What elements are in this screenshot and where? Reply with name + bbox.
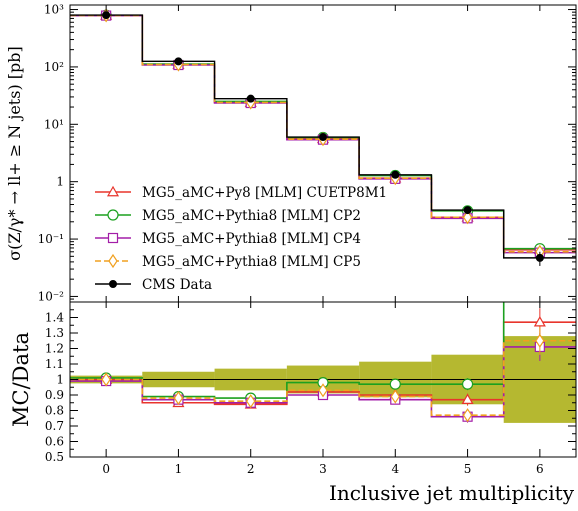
legend-marker xyxy=(108,253,118,269)
ratio-point xyxy=(389,378,401,390)
y-tick-label: 10⁻¹ xyxy=(38,232,64,246)
data-point xyxy=(535,253,544,262)
ratio-line xyxy=(70,339,576,416)
ratio-y-tick-label: 0.7 xyxy=(45,419,64,433)
legend-label: MG5_aMC+Pythia8 [MLM] CP5 xyxy=(142,254,361,270)
series-line xyxy=(70,14,576,253)
ratio-y-tick-label: 1.4 xyxy=(45,311,64,325)
x-tick-label: 1 xyxy=(175,462,183,476)
ratio-point xyxy=(461,393,474,404)
ratio-y-tick-label: 1.1 xyxy=(45,357,64,371)
y-tick-label: 10¹ xyxy=(44,117,64,131)
cross-section-panel: 10⁻² 10⁻¹ 1 10¹ 10² 10³ σ(Z/γ* → ll+ ≥ N jets)… xyxy=(5,3,577,303)
ratio-panel: 0.50.60.70.80.911.11.21.31.40 1 2 3 4 5 6MC/Da… xyxy=(9,282,577,505)
legend-item: MG5_aMC+Py8 [MLM] CUETP8M1 xyxy=(95,185,387,201)
data-point xyxy=(391,170,400,179)
legend-item: MG5_aMC+Pythia8 [MLM] CP2 xyxy=(95,208,361,224)
data-point xyxy=(462,210,473,225)
y-tick-label: 10³ xyxy=(44,3,64,17)
ratio-y-tick-label: 0.5 xyxy=(45,450,64,464)
legend-marker xyxy=(106,185,120,197)
ratio-point xyxy=(173,391,184,406)
x-axis-label: Inclusive jet multiplicity xyxy=(329,481,575,505)
ratio-point xyxy=(245,394,256,409)
legend-item: CMS Data xyxy=(95,277,212,293)
ratio-point xyxy=(535,333,545,348)
ratio-series-3 xyxy=(70,326,576,423)
ratio-y-axis-label: MC/Data xyxy=(9,332,33,427)
x-tick-label: 6 xyxy=(536,462,544,476)
legend-item: MG5_aMC+Pythia8 [MLM] CP4 xyxy=(95,231,361,247)
x-tick-label: 4 xyxy=(391,462,399,476)
ratio-point xyxy=(533,315,546,327)
ratio-y-tick-label: 1.3 xyxy=(45,326,64,340)
x-tick-label: 3 xyxy=(319,462,327,476)
legend-marker xyxy=(107,209,119,221)
ratio-point xyxy=(101,372,111,387)
data-point xyxy=(246,94,255,103)
ratio-point xyxy=(390,389,401,404)
legend-marker xyxy=(109,280,117,288)
data-point xyxy=(463,206,472,215)
data-point xyxy=(319,133,327,142)
x-tick-label: 5 xyxy=(464,462,472,476)
legend: MG5_aMC+Py8 [MLM] CUETP8M1 MG5_aMC+Pythia… xyxy=(95,185,387,293)
ratio-y-tick-label: 1.2 xyxy=(45,342,64,356)
ratio-point xyxy=(462,408,473,423)
ratio-y-tick-label: 0.6 xyxy=(45,435,64,449)
y-tick-label: 1 xyxy=(56,175,64,189)
data-point xyxy=(102,11,111,20)
legend-label: MG5_aMC+Pythia8 [MLM] CP4 xyxy=(142,231,361,247)
y-tick-label: 10⁻² xyxy=(38,289,65,303)
legend-label: MG5_aMC+Pythia8 [MLM] CP2 xyxy=(142,208,361,224)
ratio-y-tick-label: 0.9 xyxy=(45,388,64,402)
legend-label: CMS Data xyxy=(142,277,212,293)
ratio-point xyxy=(535,282,545,292)
ratio-y-tick-label: 1 xyxy=(56,373,64,387)
legend-item: MG5_aMC+Pythia8 [MLM] CP5 xyxy=(95,253,361,270)
ratio-point xyxy=(461,378,474,390)
x-tick-label: 2 xyxy=(247,462,255,476)
ratio-point xyxy=(318,383,328,398)
y-tick-label: 10² xyxy=(44,60,64,74)
y-axis-label: σ(Z/γ* → ll+ ≥ N jets) [pb] xyxy=(5,46,24,260)
legend-marker xyxy=(107,232,119,244)
ratio-plot-area xyxy=(70,282,576,423)
series-4 xyxy=(70,11,576,266)
x-tick-label: 0 xyxy=(102,462,110,476)
legend-label: MG5_aMC+Py8 [MLM] CUETP8M1 xyxy=(142,185,387,201)
ratio-y-tick-label: 0.8 xyxy=(45,404,64,418)
data-point xyxy=(174,57,183,66)
